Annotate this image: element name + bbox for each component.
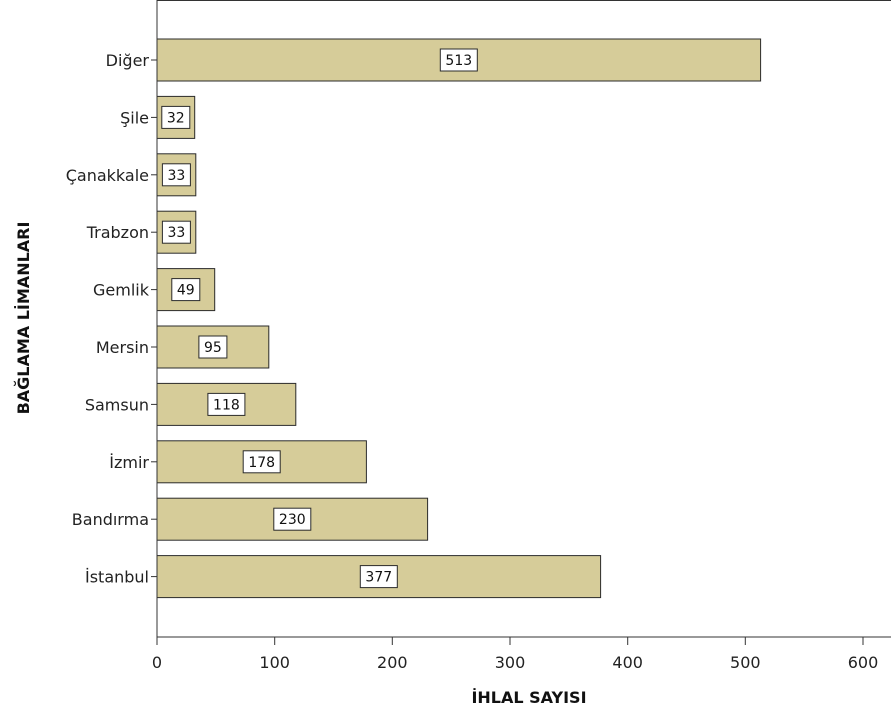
- data-label-diger: 513: [445, 53, 472, 69]
- data-label-box-samsun: [207, 392, 246, 416]
- x-tick-label-100: 100: [259, 653, 290, 672]
- x-tick-label-400: 400: [612, 653, 643, 672]
- data-label-istanbul: 377: [365, 570, 392, 586]
- y-tick-label-bandirma: Bandırma: [72, 510, 149, 529]
- data-label-box-izmir: [242, 450, 281, 474]
- data-label-box-diger: [439, 48, 478, 72]
- data-label-box-trabzon: [161, 220, 191, 244]
- y-tick-label-istanbul: İstanbul: [85, 568, 149, 587]
- y-axis-title: BAĞLAMA LİMANLARI: [14, 222, 33, 415]
- data-label-box-istanbul: [359, 565, 398, 589]
- x-ticks-layer: 0 100 200 300 400 500 600: [152, 637, 878, 672]
- y-tick-label-mersin: Mersin: [96, 338, 149, 357]
- data-label-trabzon: 33: [167, 225, 185, 241]
- data-label-box-canakkale: [161, 163, 191, 187]
- y-tick-label-samsun: Samsun: [85, 395, 149, 414]
- data-label-sile: 32: [167, 110, 185, 126]
- y-ticks-layer: Diğer Şile Çanakkale Trabzon Gemlik Mersin Sam…: [66, 51, 157, 587]
- x-axis-title: İHLAL SAYISI: [471, 688, 586, 707]
- y-tick-label-canakkale: Çanakkale: [66, 166, 149, 185]
- y-tick-label-gemlik: Gemlik: [93, 281, 150, 300]
- y-tick-label-trabzon: Trabzon: [86, 223, 149, 242]
- y-tick-label-izmir: İzmir: [109, 453, 149, 472]
- data-label-box-mersin: [198, 335, 228, 359]
- data-label-samsun: 118: [213, 397, 240, 413]
- y-tick-label-sile: Şile: [120, 108, 149, 127]
- bars-layer: 513 32 33 33 49 95 118 178 230 377: [156, 38, 762, 599]
- data-label-bandirma: 230: [279, 512, 306, 528]
- data-label-gemlik: 49: [177, 283, 195, 299]
- data-label-mersin: 95: [204, 340, 222, 356]
- data-label-canakkale: 33: [167, 168, 185, 184]
- axes-layer: [156, 0, 891, 638]
- bar-istanbul: [156, 555, 602, 599]
- data-label-box-gemlik: [171, 278, 201, 302]
- x-tick-label-500: 500: [730, 653, 761, 672]
- x-tick-label-200: 200: [377, 653, 408, 672]
- y-tick-label-diger: Diğer: [106, 51, 150, 70]
- data-label-box-sile: [161, 105, 191, 129]
- x-tick-label-600: 600: [848, 653, 879, 672]
- data-label-box-bandirma: [273, 507, 312, 531]
- x-tick-label-0: 0: [152, 653, 162, 672]
- x-tick-label-300: 300: [495, 653, 526, 672]
- data-label-izmir: 178: [248, 455, 275, 471]
